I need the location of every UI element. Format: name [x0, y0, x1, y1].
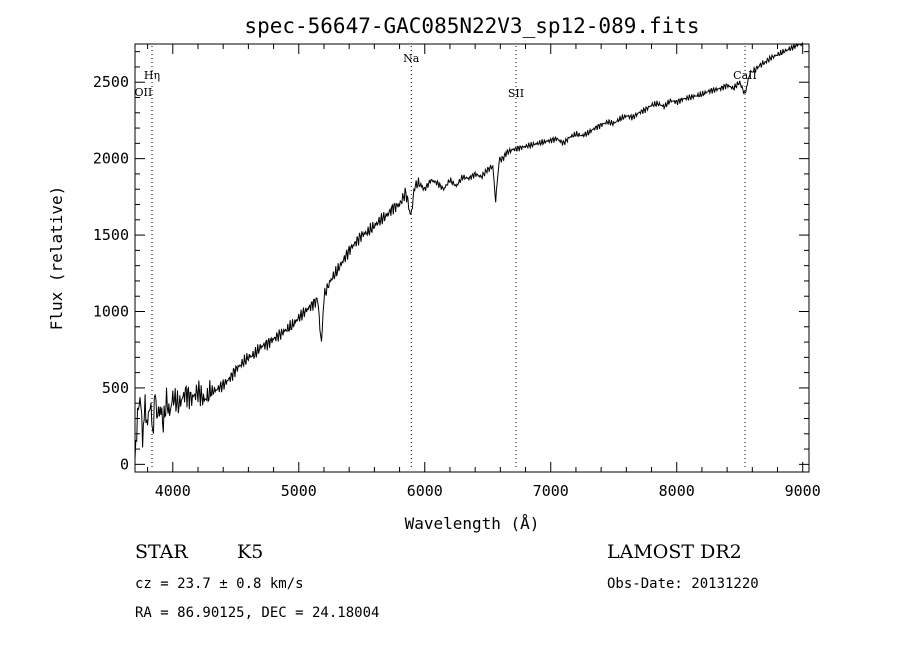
line-label-1: OII [135, 86, 153, 99]
spectrum-line [134, 42, 804, 460]
x-tick-label: 5000 [281, 482, 317, 500]
obs-date: Obs-Date: 20131220 [607, 576, 759, 592]
x-tick-label: 6000 [407, 482, 443, 500]
y-axis-label: Flux (relative) [47, 186, 66, 331]
plot-frame [134, 43, 810, 473]
line-label-2: Na [403, 52, 420, 65]
y-tick-label: 2500 [93, 73, 129, 91]
redshift-cz: cz = 23.7 ± 0.8 km/s [135, 576, 304, 592]
x-tick-label: 4000 [155, 482, 191, 500]
y-tick-label: 1000 [93, 303, 129, 321]
chart-title: spec-56647-GAC085N22V3_sp12-089.fits [244, 14, 699, 38]
object-class: STAR [135, 541, 188, 563]
subclass: K5 [237, 541, 264, 563]
x-tick-label: 8000 [659, 482, 695, 500]
y-tick-label: 0 [120, 455, 129, 473]
x-axis-label: Wavelength (Å) [405, 514, 540, 533]
coordinates: RA = 86.90125, DEC = 24.18004 [135, 605, 380, 621]
y-tick-label: 500 [102, 379, 129, 397]
axis-ticks: 4000 5000 6000 7000 8000 9000 0 500 1000 1500 2000… [93, 44, 821, 500]
spectral-line-markers: Hη OII Na SII CaII [135, 46, 757, 470]
line-label-0: Hη [144, 69, 160, 82]
x-tick-label: 7000 [533, 482, 569, 500]
line-label-3: SII [508, 87, 524, 100]
x-tick-label: 9000 [785, 482, 821, 500]
y-tick-label: 1500 [93, 226, 129, 244]
line-label-4: CaII [733, 69, 757, 82]
y-tick-label: 2000 [93, 150, 129, 168]
survey-name: LAMOST DR2 [607, 541, 742, 563]
